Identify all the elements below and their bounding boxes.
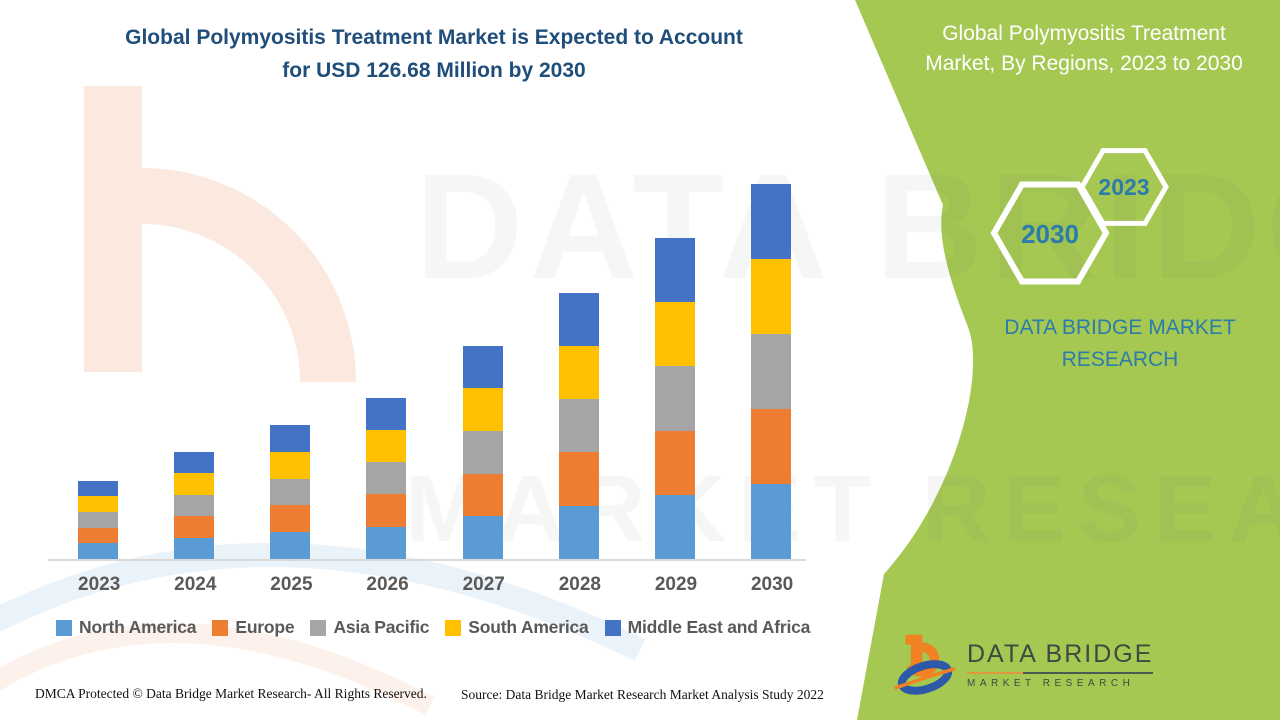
brand-text: DATA BRIDGE MARKET RESEARCH <box>955 312 1280 375</box>
source-note: Source: Data Bridge Market Research Mark… <box>461 687 824 702</box>
bar-segment-north-america <box>78 543 118 559</box>
legend-swatch-icon <box>445 619 462 636</box>
bar-segment-middle-east-and-africa <box>462 345 503 389</box>
bar-segment-south-america <box>366 429 407 463</box>
bar-segment-middle-east-and-africa <box>750 184 791 259</box>
x-axis-label-2024: 2024 <box>174 574 217 595</box>
stacked-bar-2029 <box>654 238 695 559</box>
x-axis-label-2029: 2029 <box>654 574 698 595</box>
brand-text-line1: DATA BRIDGE MARKET <box>1004 316 1236 339</box>
x-axis-label-2026: 2026 <box>366 574 409 595</box>
stacked-bar-2024 <box>174 452 215 559</box>
legend-item-middle-east-and-africa: Middle East and Africa <box>604 617 811 638</box>
company-logo-text: DATA BRIDGE MARKET RESEARCH <box>967 640 1154 689</box>
bar-segment-europe <box>78 527 118 544</box>
legend-swatch-icon <box>604 619 621 636</box>
bar-segment-north-america <box>270 532 311 559</box>
page-title-line1: Global Polymyositis Treatment Market is … <box>125 26 743 49</box>
bar-segment-north-america <box>174 537 215 559</box>
bar-segment-south-america <box>462 388 503 431</box>
legend-label: Asia Pacific <box>333 617 430 637</box>
bar-segment-south-america <box>558 345 599 400</box>
company-logo-rule <box>967 671 1154 674</box>
bar-segment-asia-pacific <box>558 399 599 453</box>
legend-item-north-america: North America <box>56 617 197 638</box>
stacked-bar-2027 <box>462 345 503 559</box>
x-axis-labels: 2023 2024 2025 2026 2027 2028 2029 2030 <box>78 574 794 596</box>
hexagon-2030 <box>990 181 1110 285</box>
bar-segment-south-america <box>654 302 695 367</box>
company-logo-tagline: MARKET RESEARCH <box>967 677 1135 689</box>
bar-segment-south-america <box>270 451 311 479</box>
bar-segment-asia-pacific <box>462 430 503 474</box>
legend-item-south-america: South America <box>445 617 589 638</box>
legend-label: South America <box>468 617 589 637</box>
legend-label: Europe <box>235 617 295 637</box>
bar-segment-europe <box>366 494 407 527</box>
side-panel-title-line2: Market, By Regions, 2023 to 2030 <box>925 52 1243 76</box>
legend-swatch-icon <box>310 619 327 636</box>
bar-segment-south-america <box>174 473 215 495</box>
stacked-bar-2026 <box>366 397 407 559</box>
page-title: Global Polymyositis Treatment Market is … <box>34 22 834 87</box>
bar-segment-asia-pacific <box>366 462 407 495</box>
bar-segment-middle-east-and-africa <box>270 425 311 452</box>
page-title-line2: for USD 126.68 Million by 2030 <box>282 58 586 82</box>
bar-segment-north-america <box>750 484 791 559</box>
stacked-bar-2028 <box>558 292 599 559</box>
stacked-bar-2030 <box>750 184 791 559</box>
bar-segment-middle-east-and-africa <box>174 452 215 474</box>
bar-segment-europe <box>462 473 503 517</box>
x-axis-label-2030: 2030 <box>750 574 794 595</box>
bar-segment-europe <box>174 516 215 538</box>
legend-swatch-icon <box>56 619 72 636</box>
bar-segment-middle-east-and-africa <box>78 480 118 497</box>
bar-segment-north-america <box>654 494 695 559</box>
brand-text-line2: RESEARCH <box>1061 347 1179 371</box>
company-logo-icon <box>894 634 956 695</box>
company-logo-name: DATA BRIDGE <box>967 640 1154 669</box>
dmca-notice: DMCA Protected © Data Bridge Market Rese… <box>35 686 427 701</box>
legend-item-asia-pacific: Asia Pacific <box>310 617 429 638</box>
bar-segment-asia-pacific <box>78 511 118 528</box>
stacked-bar-2025 <box>270 425 311 559</box>
x-axis-label-2028: 2028 <box>558 574 601 595</box>
bar-segment-asia-pacific <box>750 334 791 409</box>
x-axis-label-2023: 2023 <box>78 574 121 595</box>
bar-segment-europe <box>270 505 311 533</box>
bar-segment-north-america <box>462 516 503 559</box>
bar-group <box>78 170 791 559</box>
hexagon-2030-outline <box>990 181 1110 285</box>
bar-segment-middle-east-and-africa <box>558 292 599 346</box>
bar-segment-europe <box>654 430 695 495</box>
bar-segment-north-america <box>558 505 599 559</box>
legend-label: Middle East and Africa <box>627 617 811 637</box>
x-axis-line <box>48 559 806 561</box>
side-panel-title-line1: Global Polymyositis Treatment <box>942 22 1226 45</box>
bar-segment-middle-east-and-africa <box>366 397 407 430</box>
legend: North America Europe Asia Pacific South Ame… <box>56 617 846 638</box>
x-axis-label-2027: 2027 <box>462 574 505 595</box>
hexagon-year-front: 2023 <box>1098 174 1150 200</box>
company-logo: DATA BRIDGE MARKET RESEARCH <box>893 632 1154 698</box>
bar-segment-asia-pacific <box>174 494 215 517</box>
x-axis-label-2025: 2025 <box>270 574 313 595</box>
bar-segment-asia-pacific <box>654 366 695 431</box>
bar-segment-south-america <box>78 496 118 512</box>
legend-label: North America <box>79 617 197 637</box>
legend-item-europe: Europe <box>212 617 295 638</box>
bar-segment-north-america <box>366 526 407 559</box>
bar-segment-europe <box>558 452 599 506</box>
legend-swatch-icon <box>212 619 229 636</box>
bar-segment-south-america <box>750 259 791 334</box>
side-panel-title: Global Polymyositis Treatment Market, By… <box>895 19 1273 80</box>
bar-segment-asia-pacific <box>270 478 311 506</box>
hexagon-year-back: 2030 <box>1021 219 1079 249</box>
stacked-bar-2023 <box>78 480 118 559</box>
bar-segment-middle-east-and-africa <box>654 238 695 303</box>
bar-segment-europe <box>750 409 791 484</box>
